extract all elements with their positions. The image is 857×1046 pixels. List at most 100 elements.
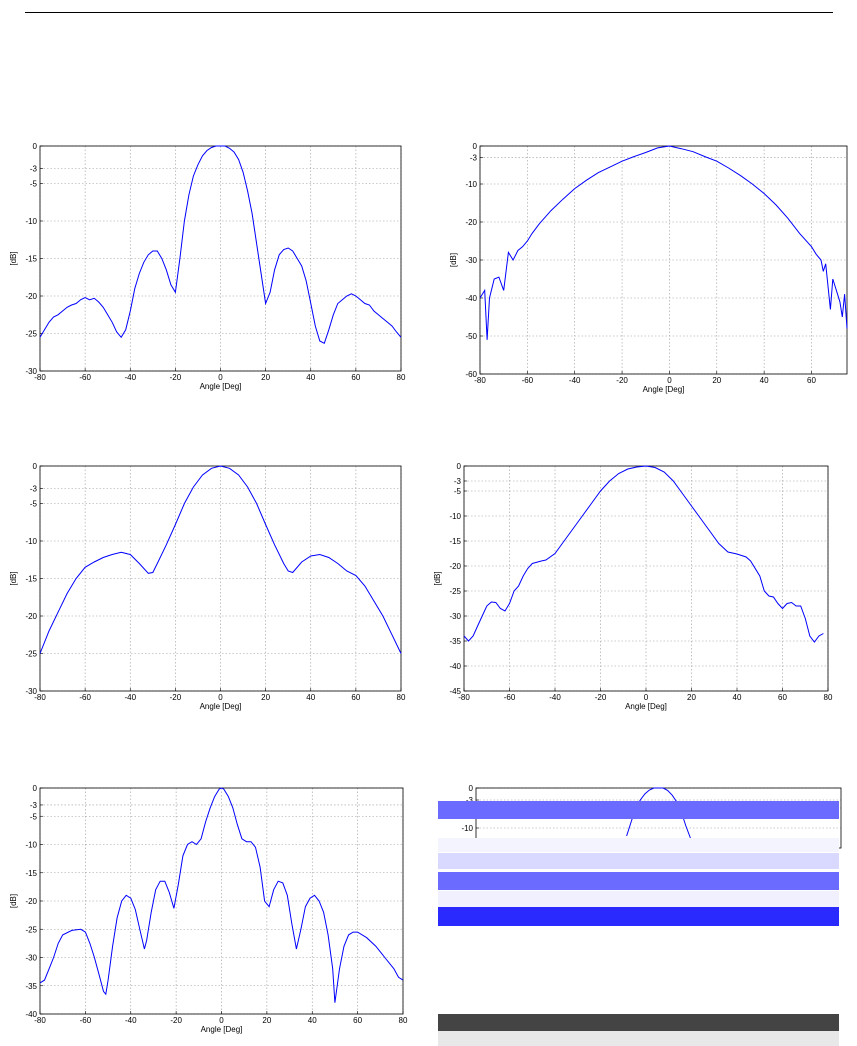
y-axis-label: [dB] (449, 253, 458, 267)
y-tick-label: 0 (469, 784, 474, 793)
x-tick-label: -60 (504, 693, 516, 702)
x-tick-label: 60 (778, 693, 787, 702)
x-tick-label: -20 (170, 1016, 182, 1025)
x-tick-label: 40 (733, 693, 742, 702)
series-line (479, 145, 848, 340)
x-axis-label: Angle [Deg] (201, 1025, 243, 1034)
y-tick-label: -30 (465, 256, 477, 265)
overlay-bar-3 (438, 853, 839, 869)
x-tick-label: 80 (397, 693, 406, 702)
y-tick-label: -60 (465, 370, 477, 379)
y-tick-label: -10 (449, 512, 461, 521)
y-tick-label: 0 (457, 462, 462, 471)
x-tick-label: 20 (687, 693, 696, 702)
x-tick-label: 20 (261, 693, 270, 702)
x-tick-label: -40 (125, 1016, 137, 1025)
x-axis-label: Angle [Deg] (200, 702, 242, 711)
x-tick-label: -80 (474, 376, 486, 385)
y-tick-label: -20 (25, 292, 37, 301)
y-tick-label: -35 (25, 982, 37, 991)
y-tick-label: -10 (461, 824, 473, 833)
y-tick-label: -25 (25, 650, 37, 659)
series-line (39, 465, 402, 654)
x-tick-label: -40 (124, 373, 136, 382)
y-axis-label: [dB] (9, 571, 18, 585)
y-tick-label: -3 (466, 796, 474, 805)
series-line (463, 465, 824, 643)
y-tick-label: -25 (449, 587, 461, 596)
x-tick-label: -60 (522, 376, 534, 385)
x-tick-label: -40 (124, 693, 136, 702)
y-tick-label: -5 (30, 500, 38, 509)
y-axis-label: [dB] (9, 251, 18, 265)
chart-3: -80 -60 -40 -20 0 20 40 60 80 0 -3 -5 -10 -15 -20 -25 -3… (9, 462, 406, 711)
x-tick-label: 40 (760, 376, 769, 385)
x-tick-label: -40 (569, 376, 581, 385)
y-tick-label: -15 (449, 537, 461, 546)
y-tick-label: -3 (470, 153, 478, 162)
y-tick-label: -20 (25, 612, 37, 621)
x-tick-label: 0 (667, 376, 672, 385)
y-tick-label: 0 (473, 142, 478, 151)
y-tick-label: -15 (25, 575, 37, 584)
y-tick-label: -25 (25, 330, 37, 339)
y-tick-label: -40 (449, 662, 461, 671)
y-tick-label: -10 (25, 841, 37, 850)
overlay-bar-6 (438, 907, 839, 926)
x-tick-label: 0 (219, 1016, 224, 1025)
y-tick-label: -15 (25, 255, 37, 264)
x-tick-label: -60 (79, 373, 91, 382)
x-tick-label: 80 (824, 693, 833, 702)
overlay-bar-8 (438, 1031, 839, 1046)
x-tick-label: 0 (644, 693, 649, 702)
y-tick-label: -20 (25, 897, 37, 906)
x-tick-label: -20 (595, 693, 607, 702)
overlay-bar-5 (438, 891, 839, 907)
y-tick-label: -30 (449, 612, 461, 621)
x-tick-label: 20 (712, 376, 721, 385)
y-tick-label: -10 (465, 180, 477, 189)
y-tick-label: -3 (454, 477, 462, 486)
series-line (39, 145, 402, 345)
overlay-bar-1 (438, 801, 839, 819)
y-tick-label: -50 (465, 332, 477, 341)
x-tick-label: -60 (79, 693, 91, 702)
y-tick-label: 0 (33, 142, 38, 151)
chart-5: -80 -60 -40 -20 0 20 40 60 80 0 -3 -5 -10 -15 -20 -25 -3… (9, 784, 408, 1034)
x-tick-label: 20 (262, 1016, 271, 1025)
header-rule (25, 12, 833, 13)
y-tick-label: -3 (30, 165, 38, 174)
y-axis-label: [dB] (433, 571, 442, 585)
chart-1: -80 -60 -40 -20 0 20 40 60 80 0 -3 -5 -10 -15 -20 -25 -3… (9, 142, 406, 391)
y-axis-label: [dB] (9, 894, 18, 908)
x-tick-label: 80 (399, 1016, 408, 1025)
y-tick-label: -3 (30, 485, 38, 494)
y-tick-label: -30 (25, 687, 37, 696)
x-tick-label: 40 (306, 693, 315, 702)
series-line (39, 787, 404, 1003)
x-axis-label: Angle [Deg] (200, 382, 242, 391)
y-tick-label: -35 (449, 637, 461, 646)
x-tick-label: -80 (34, 1016, 46, 1025)
x-tick-label: -60 (80, 1016, 92, 1025)
y-tick-label: 0 (33, 784, 38, 793)
chart-4: -80 -60 -40 -20 0 20 40 60 80 0 -3-5 -10 -15 -20 -25 -3… (433, 462, 833, 711)
y-tick-label: -25 (25, 925, 37, 934)
overlay-bar-4 (438, 872, 839, 890)
y-tick-label: -40 (25, 1010, 37, 1019)
x-tick-label: -20 (170, 373, 182, 382)
x-tick-label: 40 (308, 1016, 317, 1025)
chart-2: -80 -60 -40 -20 0 20 40 600-3-10-20-30-40-50-60… (449, 142, 848, 394)
y-tick-label: -30 (25, 367, 37, 376)
x-tick-label: 60 (351, 693, 360, 702)
overlay-bar-2 (438, 838, 839, 852)
x-tick-label: 0 (218, 693, 223, 702)
x-tick-label: 60 (353, 1016, 362, 1025)
y-tick-label: -5 (30, 180, 38, 189)
y-tick-label: -20 (449, 562, 461, 571)
x-tick-label: 40 (306, 373, 315, 382)
x-tick-label: -40 (549, 693, 561, 702)
x-tick-label: -20 (616, 376, 628, 385)
y-tick-label: -20 (465, 218, 477, 227)
x-tick-label: 60 (807, 376, 816, 385)
